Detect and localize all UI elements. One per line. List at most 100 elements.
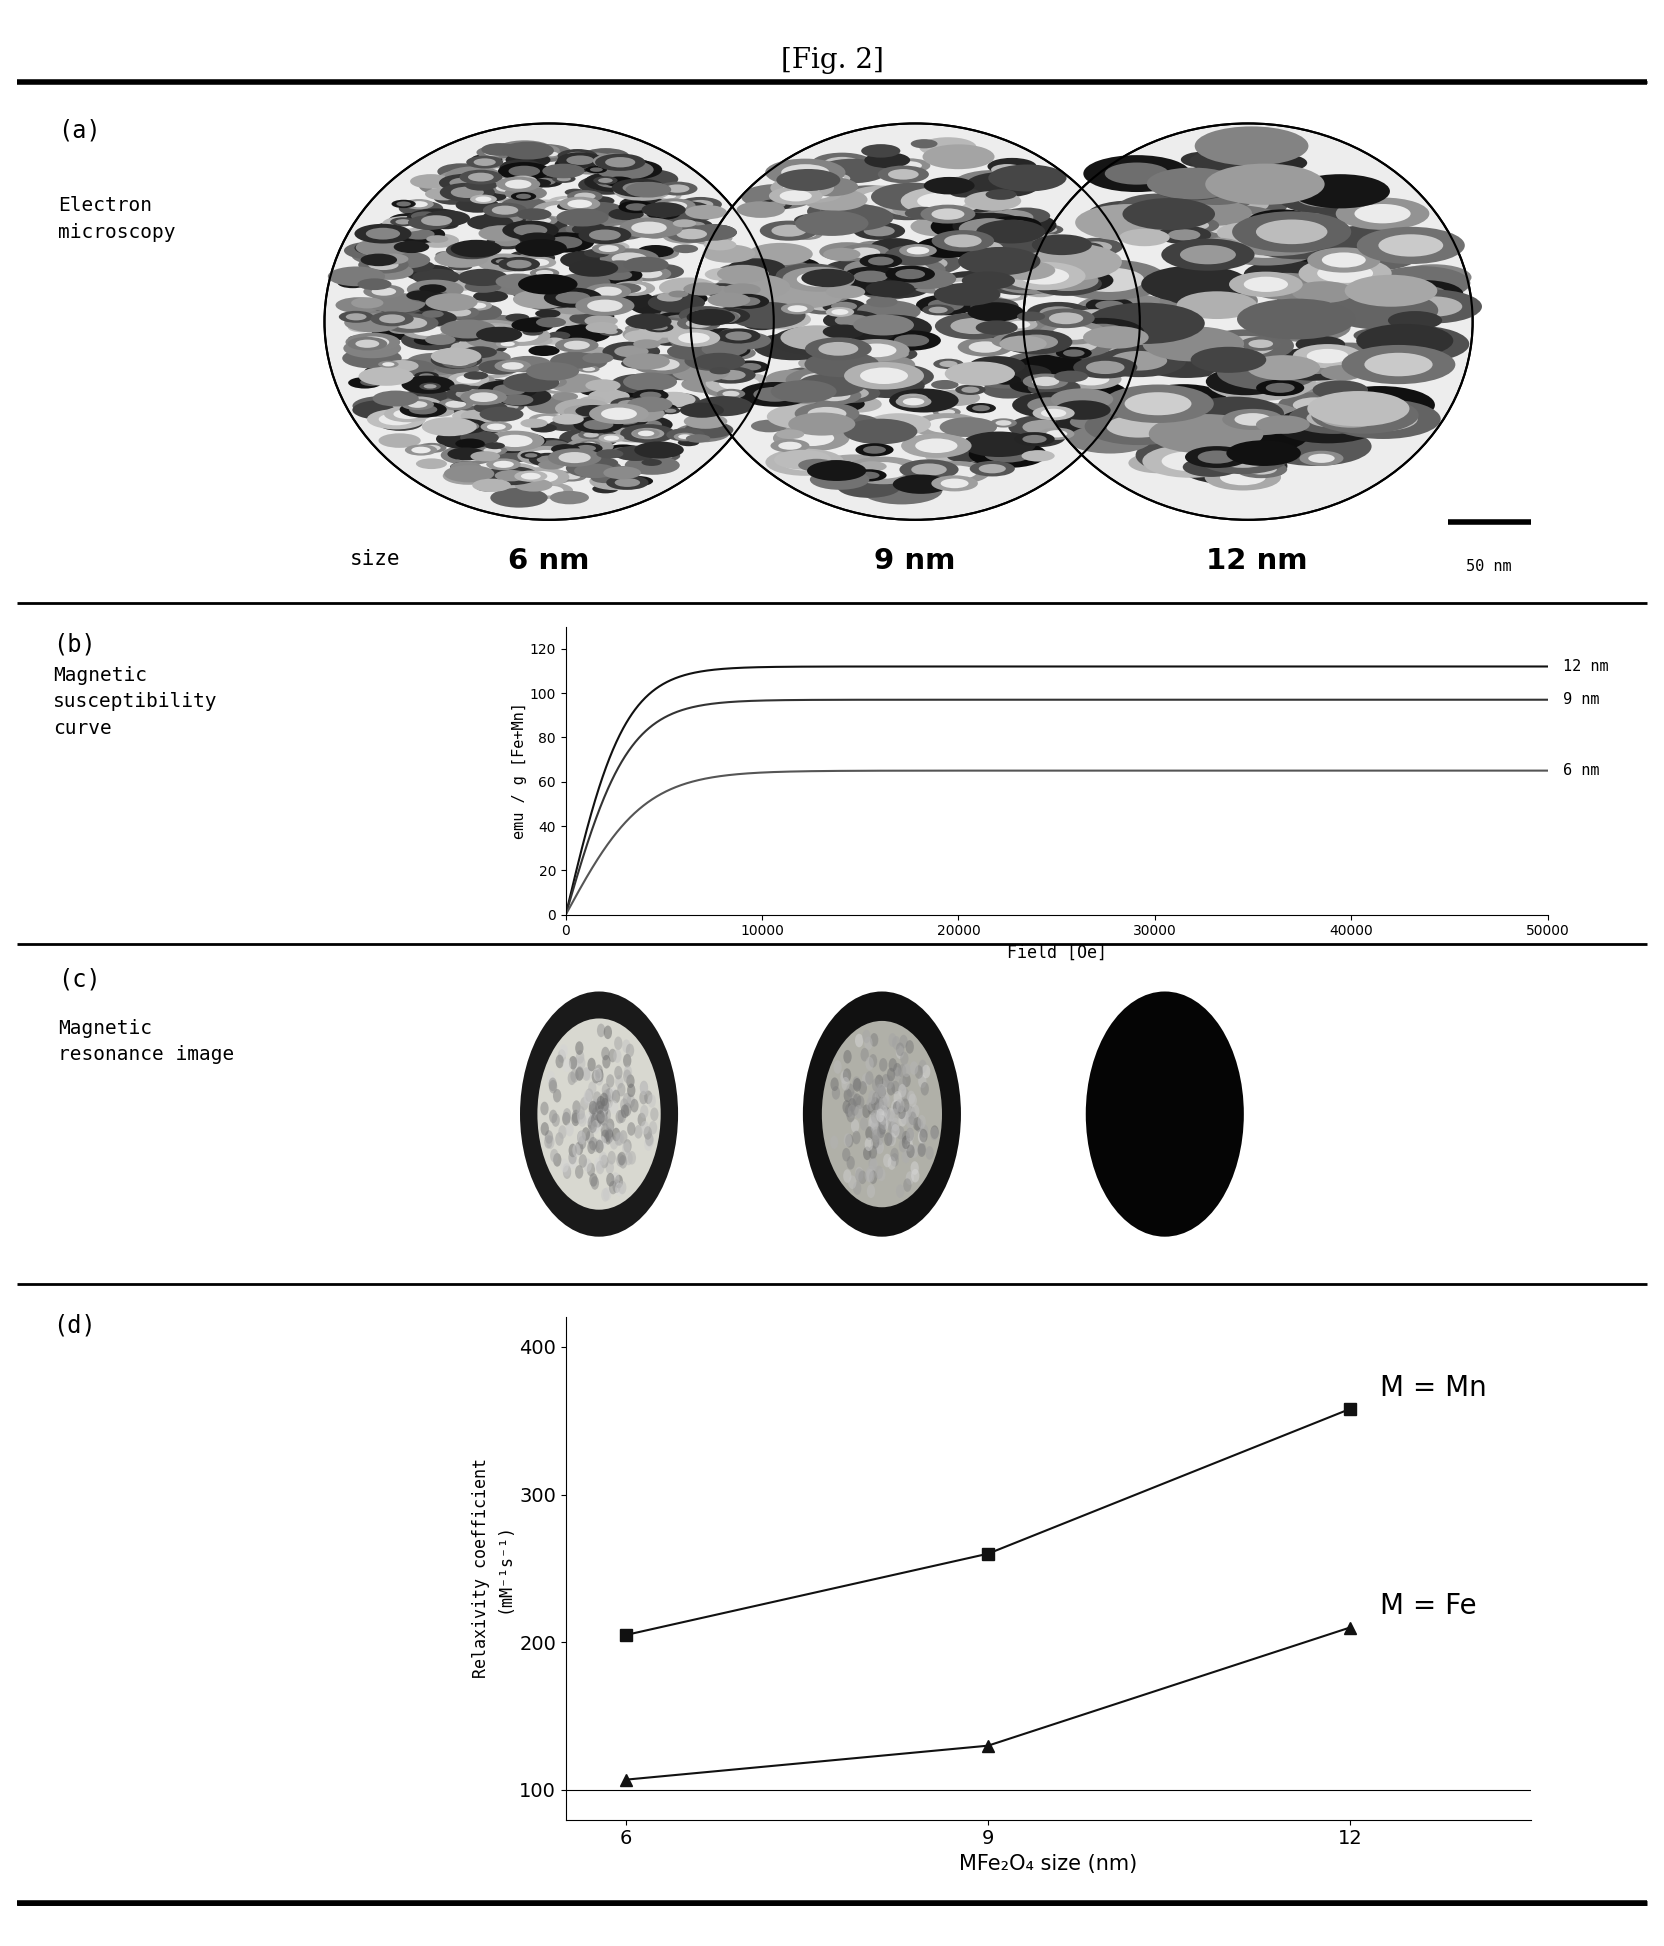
Ellipse shape xyxy=(895,269,925,278)
Ellipse shape xyxy=(616,1109,624,1123)
Ellipse shape xyxy=(328,267,384,286)
Ellipse shape xyxy=(498,397,519,405)
Ellipse shape xyxy=(822,348,869,364)
Ellipse shape xyxy=(639,319,692,339)
Ellipse shape xyxy=(987,226,1018,237)
Ellipse shape xyxy=(962,272,1015,290)
Ellipse shape xyxy=(1068,241,1103,255)
Ellipse shape xyxy=(481,144,519,156)
Ellipse shape xyxy=(496,185,519,193)
Ellipse shape xyxy=(579,1154,587,1168)
Ellipse shape xyxy=(1348,407,1418,430)
Ellipse shape xyxy=(552,300,572,307)
Ellipse shape xyxy=(536,232,594,253)
Ellipse shape xyxy=(586,197,614,206)
Ellipse shape xyxy=(429,270,486,292)
Ellipse shape xyxy=(732,290,775,306)
Ellipse shape xyxy=(880,1119,889,1133)
Ellipse shape xyxy=(694,397,752,416)
Ellipse shape xyxy=(920,1125,929,1138)
Ellipse shape xyxy=(717,350,737,356)
Ellipse shape xyxy=(849,1092,857,1105)
Ellipse shape xyxy=(1000,274,1043,290)
Ellipse shape xyxy=(571,1068,579,1082)
Ellipse shape xyxy=(596,1160,604,1173)
Ellipse shape xyxy=(854,222,905,239)
Ellipse shape xyxy=(469,302,486,309)
Ellipse shape xyxy=(644,358,679,370)
Ellipse shape xyxy=(592,1070,601,1084)
Ellipse shape xyxy=(589,179,624,191)
Ellipse shape xyxy=(915,438,957,453)
Ellipse shape xyxy=(1068,424,1153,453)
Ellipse shape xyxy=(804,991,962,1238)
Ellipse shape xyxy=(844,317,874,327)
Ellipse shape xyxy=(602,1090,611,1103)
Ellipse shape xyxy=(661,307,692,319)
Ellipse shape xyxy=(557,202,579,210)
Ellipse shape xyxy=(642,202,686,218)
Ellipse shape xyxy=(925,444,992,467)
Ellipse shape xyxy=(401,331,459,350)
Ellipse shape xyxy=(494,237,521,247)
Ellipse shape xyxy=(1125,393,1191,414)
Ellipse shape xyxy=(478,290,501,298)
Ellipse shape xyxy=(569,313,602,325)
Ellipse shape xyxy=(877,1109,885,1123)
Ellipse shape xyxy=(463,300,493,311)
Ellipse shape xyxy=(855,1168,864,1181)
Ellipse shape xyxy=(433,321,493,341)
Ellipse shape xyxy=(907,257,947,270)
Ellipse shape xyxy=(473,479,511,492)
Ellipse shape xyxy=(892,251,962,274)
Ellipse shape xyxy=(619,416,672,434)
Ellipse shape xyxy=(602,1055,611,1068)
Ellipse shape xyxy=(431,389,459,399)
Ellipse shape xyxy=(889,1133,897,1146)
Ellipse shape xyxy=(667,292,707,306)
Ellipse shape xyxy=(830,1135,839,1148)
Ellipse shape xyxy=(586,321,617,333)
Ellipse shape xyxy=(875,1131,884,1144)
Ellipse shape xyxy=(755,385,822,407)
Ellipse shape xyxy=(1048,393,1082,403)
Ellipse shape xyxy=(1361,331,1386,341)
Ellipse shape xyxy=(676,218,712,232)
Ellipse shape xyxy=(884,481,902,486)
Ellipse shape xyxy=(1057,346,1092,360)
Ellipse shape xyxy=(845,1103,854,1117)
Ellipse shape xyxy=(681,335,714,346)
Ellipse shape xyxy=(870,1121,879,1135)
Ellipse shape xyxy=(661,193,676,198)
Ellipse shape xyxy=(591,473,619,483)
Ellipse shape xyxy=(406,290,436,300)
Ellipse shape xyxy=(865,280,915,298)
Ellipse shape xyxy=(980,212,1057,239)
Ellipse shape xyxy=(672,220,696,228)
Ellipse shape xyxy=(952,212,1028,239)
Ellipse shape xyxy=(1151,171,1233,200)
Text: Magnetic
susceptibility
curve: Magnetic susceptibility curve xyxy=(53,666,218,738)
Ellipse shape xyxy=(875,1098,884,1111)
Ellipse shape xyxy=(1200,169,1245,185)
Ellipse shape xyxy=(606,1160,614,1173)
Ellipse shape xyxy=(406,280,464,300)
Ellipse shape xyxy=(594,1064,602,1078)
Ellipse shape xyxy=(409,200,428,208)
Ellipse shape xyxy=(1027,397,1073,413)
Ellipse shape xyxy=(418,376,446,385)
Ellipse shape xyxy=(687,200,714,208)
Ellipse shape xyxy=(1293,344,1363,368)
Ellipse shape xyxy=(684,350,744,372)
Ellipse shape xyxy=(591,267,642,284)
Ellipse shape xyxy=(972,234,1015,249)
Ellipse shape xyxy=(594,1158,602,1171)
Ellipse shape xyxy=(817,395,865,413)
Ellipse shape xyxy=(1087,991,1243,1238)
Ellipse shape xyxy=(444,418,488,434)
Ellipse shape xyxy=(1168,216,1220,234)
Ellipse shape xyxy=(514,475,549,486)
Ellipse shape xyxy=(677,230,707,239)
Ellipse shape xyxy=(1017,311,1045,321)
Ellipse shape xyxy=(887,1133,895,1146)
